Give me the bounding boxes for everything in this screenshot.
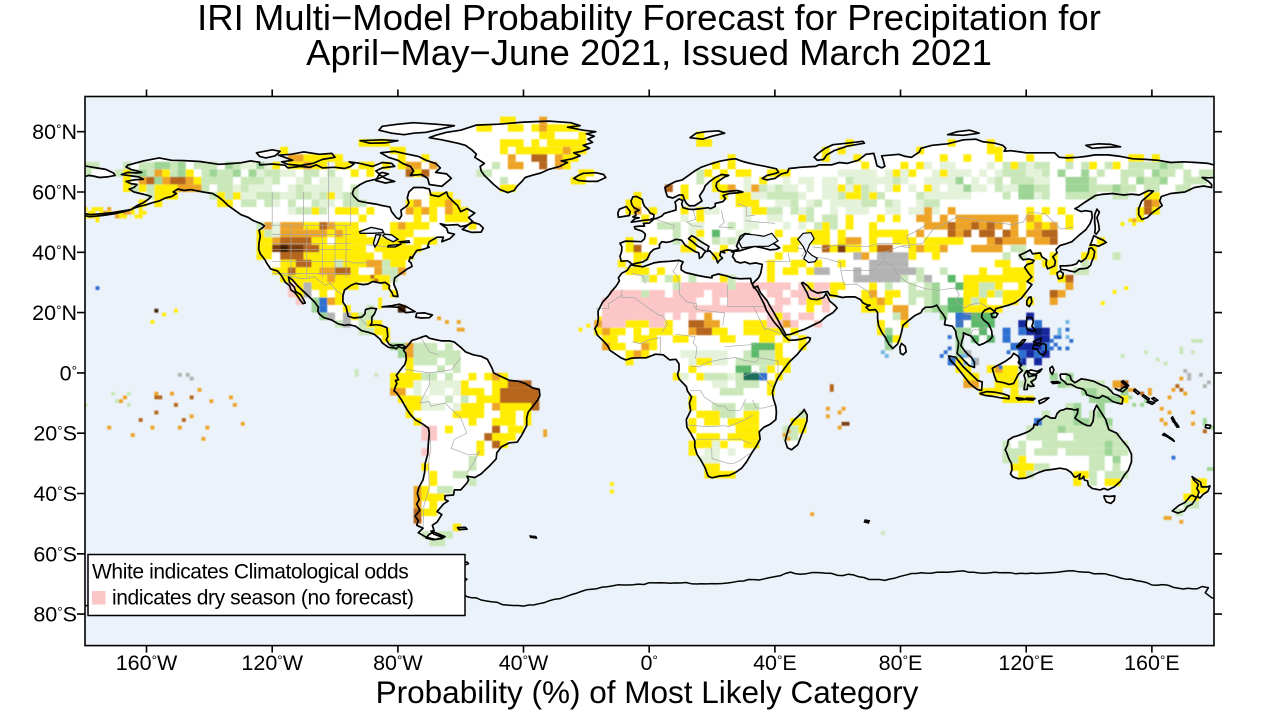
svg-text:160°W: 160°W [116, 651, 178, 675]
svg-text:40°S: 40°S [33, 482, 77, 506]
svg-text:60°S: 60°S [33, 542, 77, 566]
svg-text:indicates dry season (no forec: indicates dry season (no forecast) [112, 587, 414, 610]
svg-text:80°N: 80°N [32, 120, 77, 144]
svg-text:40°E: 40°E [753, 651, 797, 675]
svg-text:80°S: 80°S [33, 603, 77, 627]
svg-text:120°E: 120°E [998, 651, 1054, 675]
svg-text:20°N: 20°N [32, 301, 77, 325]
svg-text:40°N: 40°N [32, 241, 77, 265]
svg-text:160°E: 160°E [1124, 651, 1180, 675]
svg-text:40°W: 40°W [499, 651, 549, 675]
svg-text:White indicates Climatological: White indicates Climatological odds [92, 561, 408, 584]
svg-text:20°S: 20°S [33, 422, 77, 446]
svg-text:60°N: 60°N [32, 181, 77, 205]
svg-text:120°W: 120°W [241, 651, 303, 675]
svg-text:80°W: 80°W [373, 651, 423, 675]
svg-text:80°E: 80°E [879, 651, 923, 675]
